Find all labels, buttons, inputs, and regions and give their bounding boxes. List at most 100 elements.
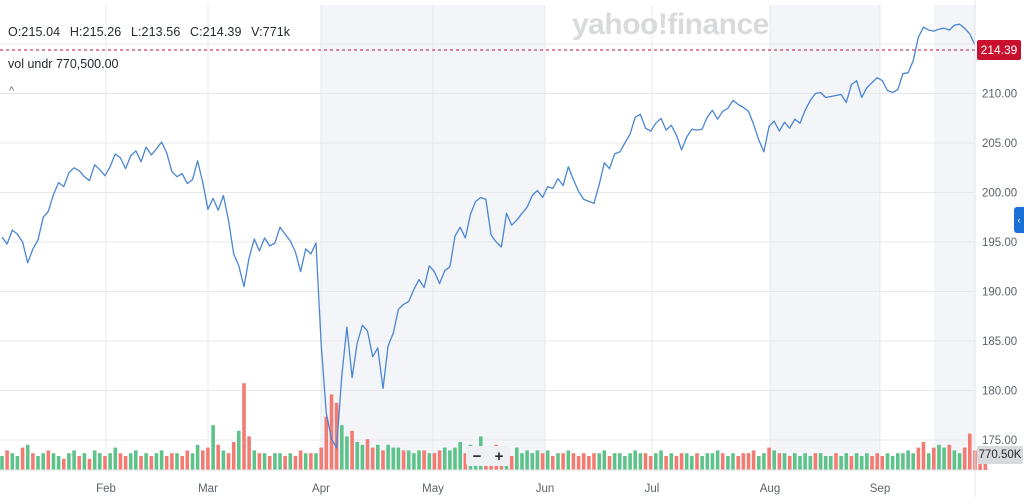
- volume-bar: [448, 450, 452, 470]
- volume-bar: [185, 450, 190, 470]
- zoom-out-button[interactable]: −: [472, 447, 482, 465]
- volume-bar: [509, 456, 514, 470]
- volume-bar: [134, 450, 138, 470]
- volume-bar: [396, 447, 401, 470]
- x-tick-label: Apr: [312, 483, 330, 495]
- y-tick-label: 195.00: [982, 237, 1017, 249]
- volume-bar: [216, 444, 220, 470]
- shade-band-2: [934, 5, 975, 470]
- volume-bar: [170, 453, 174, 470]
- volume-value: V:771k: [251, 25, 291, 39]
- volume-bar: [772, 450, 776, 470]
- open-value: O:215.04: [8, 25, 61, 39]
- volume-bar: [674, 456, 679, 470]
- volume-bar: [690, 456, 694, 470]
- volume-bar: [612, 453, 617, 470]
- volume-bar: [314, 453, 318, 470]
- volume-bar: [720, 453, 725, 470]
- y-tick-label: 190.00: [982, 287, 1017, 299]
- volume-bar: [77, 456, 81, 470]
- period-shading: [321, 5, 975, 470]
- volume-bar: [365, 439, 370, 470]
- volume-bar: [515, 447, 519, 470]
- volume-bar: [535, 450, 540, 470]
- volume-bar: [829, 456, 833, 470]
- volume-bar: [870, 456, 874, 470]
- volume-bar: [319, 447, 323, 470]
- price-line: [1, 23, 976, 449]
- volume-bar: [370, 447, 375, 470]
- volume-bar: [123, 456, 128, 470]
- zoom-in-button[interactable]: +: [494, 447, 504, 465]
- volume-bar: [633, 450, 637, 470]
- volume-bar: [844, 453, 849, 470]
- x-tick-label: May: [422, 483, 444, 495]
- volume-bar: [808, 456, 813, 470]
- volume-bar: [206, 447, 210, 470]
- volume-bar: [391, 447, 396, 470]
- volume-bar: [618, 453, 622, 470]
- volume-bar: [911, 453, 915, 470]
- volume-bar: [442, 447, 447, 470]
- volume-bar: [782, 453, 787, 470]
- volume-bar: [190, 453, 195, 470]
- volume-bar: [643, 453, 648, 470]
- volume-bar: [937, 444, 941, 470]
- volume-bar: [664, 456, 668, 470]
- x-tick-label: Sep: [870, 483, 890, 495]
- zoom-controls: − +: [466, 446, 510, 466]
- collapse-chevron-icon[interactable]: ^: [9, 85, 15, 97]
- ohlc-readout: O:215.04 H:215.26 L:213.56 C:214.39 V:77…: [8, 25, 296, 39]
- x-tick-label: Jun: [536, 483, 555, 495]
- x-axis: Feb Mar Apr May Jun Jul Aug Sep: [0, 469, 975, 495]
- volume-bar: [41, 453, 45, 470]
- volume-bar: [803, 453, 807, 470]
- volume-bar: [767, 447, 771, 470]
- volume-bar: [324, 416, 329, 470]
- volume-bar: [401, 450, 406, 470]
- volume-bar: [62, 458, 66, 470]
- y-tick-label: 180.00: [982, 386, 1017, 398]
- volume-bar: [875, 453, 879, 470]
- volume-bar: [422, 450, 426, 470]
- volume-bar: [149, 456, 154, 470]
- volume-bar: [108, 453, 112, 470]
- volume-bar: [360, 444, 365, 470]
- volume-bar: [31, 453, 35, 470]
- volume-bar: [726, 456, 730, 470]
- volume-bar: [20, 447, 25, 470]
- volume-bar: [267, 456, 272, 470]
- side-panel-toggle-icon[interactable]: ‹: [1014, 207, 1024, 233]
- volume-bar: [211, 425, 215, 470]
- volume-bar: [520, 453, 524, 470]
- volume-bar: [762, 453, 766, 470]
- y-tick-label: 200.00: [982, 188, 1017, 200]
- volume-bar: [648, 456, 653, 470]
- volume-bar: [283, 456, 287, 470]
- volume-bar: [571, 453, 576, 470]
- volume-bar: [278, 453, 282, 470]
- volume-bar: [854, 453, 859, 470]
- volume-bar: [437, 450, 442, 470]
- volume-bar: [355, 442, 359, 470]
- volume-bar: [118, 453, 123, 470]
- current-volume-badge: 770.50K: [977, 446, 1023, 464]
- volume-bar: [51, 453, 56, 470]
- volume-bar: [175, 453, 179, 470]
- y-tick-label: 205.00: [982, 138, 1017, 150]
- volume-bar: [247, 436, 251, 470]
- volume-bar: [834, 453, 838, 470]
- volume-bar: [715, 450, 720, 470]
- volume-bar: [916, 447, 921, 470]
- y-tick-label: 185.00: [982, 336, 1017, 348]
- volume-bar: [623, 456, 627, 470]
- volume-bar: [556, 453, 560, 470]
- y-axis: 210.00 205.00 200.00 195.00 190.00 185.00 180.…: [974, 0, 1017, 497]
- volume-bar: [72, 450, 76, 470]
- volume-bar: [602, 450, 607, 470]
- volume-bar: [406, 450, 411, 470]
- volume-bar: [458, 442, 462, 470]
- volume-bar: [98, 453, 102, 470]
- brand-logo: yahoo!finance: [572, 8, 769, 41]
